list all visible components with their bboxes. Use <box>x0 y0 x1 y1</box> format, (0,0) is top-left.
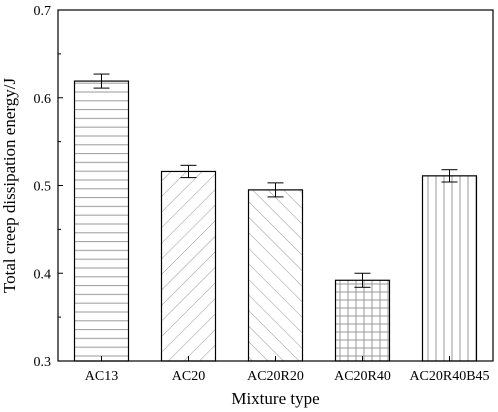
y-tick-label: 0.6 <box>34 92 52 107</box>
error-bar-ac20r40 <box>354 272 371 288</box>
x-tick-label: AC20R20 <box>247 369 304 384</box>
bars-layer <box>73 80 478 362</box>
y-tick-label: 0.7 <box>34 4 52 19</box>
bar-ac20r40 <box>334 279 391 362</box>
bar-ac13 <box>73 80 130 362</box>
y-tick-label: 0.3 <box>34 355 52 370</box>
x-tick-label: AC20R40B45 <box>409 369 489 384</box>
y-tick-label: 0.4 <box>34 267 52 282</box>
y-axis-ticks: 0.3 0.4 0.5 0.6 0.7 <box>34 4 63 370</box>
x-axis-label: Mixture type <box>231 389 319 408</box>
x-tick-label: AC13 <box>85 369 118 384</box>
y-axis-label: Total creep dissipation energy/J <box>0 78 19 294</box>
error-bar-ac20r20 <box>267 182 284 198</box>
bar-ac20r40b45 <box>421 175 478 362</box>
bar-ac20 <box>160 170 217 362</box>
y-tick-label: 0.5 <box>34 180 52 195</box>
x-tick-label: AC20 <box>172 369 205 384</box>
error-bars-layer <box>93 73 458 288</box>
x-tick-label: AC20R40 <box>334 369 391 384</box>
error-bar-ac20r40b45 <box>441 169 458 183</box>
plot-frame <box>57 9 494 362</box>
bar-ac20r20 <box>247 189 304 362</box>
x-axis-ticks: AC13 AC20 AC20R20 AC20R40 AC20R40B45 <box>85 356 490 384</box>
error-bar-ac20 <box>180 164 197 179</box>
error-bar-ac13 <box>93 73 110 89</box>
